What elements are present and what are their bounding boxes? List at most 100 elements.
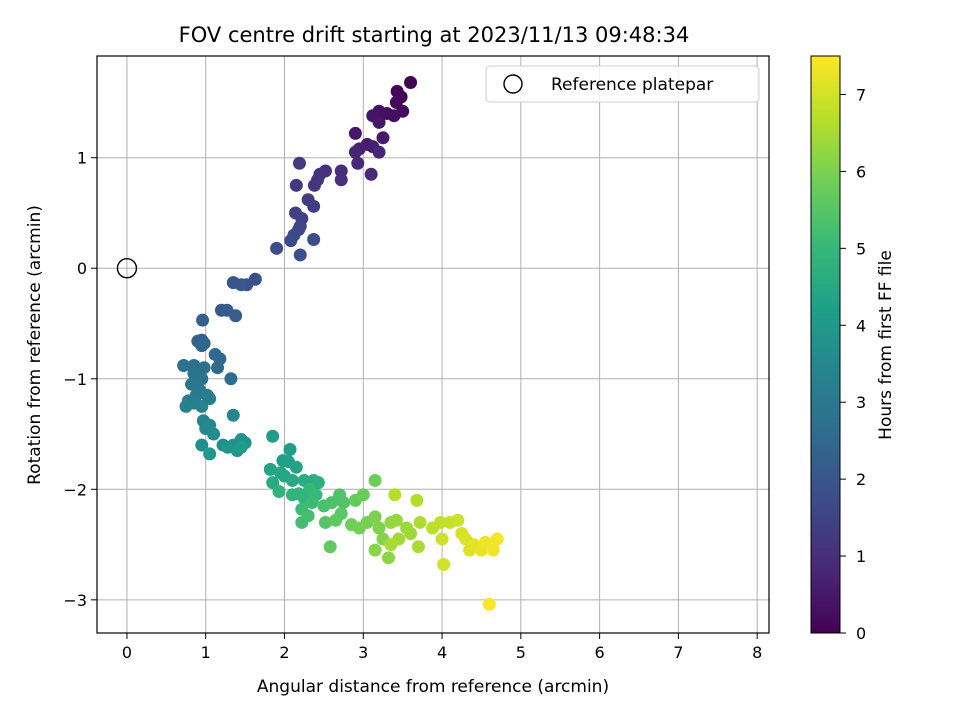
data-point <box>211 361 225 375</box>
data-point <box>284 234 298 248</box>
data-point <box>348 126 362 140</box>
data-point <box>433 515 447 529</box>
data-point <box>410 493 424 507</box>
colorbar: 0 1 2 3 4 5 6 7 Hours from first FF file <box>810 55 896 643</box>
y-tick-label: −1 <box>63 370 87 389</box>
x-tick-label: 7 <box>673 643 683 662</box>
colorbar-tick-label: 6 <box>856 162 866 181</box>
data-point <box>451 513 465 527</box>
data-point <box>195 339 209 353</box>
reference-point <box>116 258 138 279</box>
data-point <box>381 551 395 565</box>
x-tick-label: 8 <box>752 643 762 662</box>
colorbar-tick-label: 2 <box>856 470 866 489</box>
data-point <box>323 540 337 554</box>
x-tick-label: 4 <box>437 643 447 662</box>
colorbar-gradient <box>811 56 840 633</box>
data-point <box>329 513 343 527</box>
data-point <box>348 145 362 159</box>
x-tick-label: 5 <box>516 643 526 662</box>
legend-label: Reference platepar <box>551 75 713 95</box>
legend-marker-icon <box>503 74 523 94</box>
y-tick-label: −3 <box>63 591 87 610</box>
data-point <box>292 156 306 170</box>
y-tick-label: −2 <box>63 480 87 499</box>
data-point <box>372 521 386 535</box>
colorbar-frame <box>810 55 841 634</box>
colorbar-tick-label: 4 <box>856 316 866 335</box>
colorbar-tick-label: 7 <box>856 85 866 104</box>
data-point <box>234 440 248 454</box>
data-point <box>226 408 240 422</box>
chart-title: FOV centre drift starting at 2023/11/13 … <box>179 23 690 47</box>
data-point <box>224 372 238 386</box>
data-point <box>207 427 221 441</box>
data-point <box>196 313 210 327</box>
data-point <box>307 232 321 246</box>
data-point <box>263 462 277 476</box>
y-axis-ticks: −3 −2 −1 0 1 <box>63 149 97 610</box>
data-point <box>195 372 209 386</box>
colorbar-tick-label: 1 <box>856 547 866 566</box>
data-point <box>356 488 370 502</box>
y-axis-label: Rotation from reference (arcmin) <box>25 205 45 485</box>
data-point <box>270 241 284 255</box>
data-point <box>195 399 209 413</box>
y-tick-label: 1 <box>77 149 87 168</box>
data-point <box>435 532 449 546</box>
data-point <box>203 447 217 461</box>
data-point <box>486 543 500 557</box>
data-point <box>229 309 243 323</box>
data-point <box>337 496 351 510</box>
data-point <box>384 538 398 552</box>
data-point <box>305 496 319 510</box>
data-point <box>368 473 382 487</box>
data-point <box>411 540 425 554</box>
colorbar-tick-label: 0 <box>856 624 866 643</box>
data-point <box>272 485 286 499</box>
grid-lines <box>97 56 769 633</box>
colorbar-label: Hours from first FF file <box>876 250 896 440</box>
reference-marker <box>116 258 138 279</box>
data-point <box>372 115 386 129</box>
data-point <box>197 361 211 375</box>
x-tick-label: 2 <box>279 643 289 662</box>
data-point <box>285 473 299 487</box>
colorbar-ticks: 0 1 2 3 4 5 6 7 <box>840 85 866 643</box>
x-axis-label: Angular distance from reference (arcmin) <box>257 677 609 697</box>
data-point <box>195 438 209 452</box>
data-point <box>482 597 496 611</box>
data-point <box>283 443 297 457</box>
x-tick-label: 3 <box>358 643 368 662</box>
data-point <box>404 527 418 541</box>
x-tick-label: 0 <box>122 643 132 662</box>
colorbar-tick-label: 3 <box>856 393 866 412</box>
x-axis-ticks: 0 1 2 3 4 5 6 7 8 <box>122 633 762 662</box>
data-point <box>307 178 321 192</box>
data-point <box>389 513 403 527</box>
data-point <box>266 429 280 443</box>
data-point <box>289 178 303 192</box>
data-point <box>437 557 451 571</box>
data-point <box>388 488 402 502</box>
data-point <box>490 532 504 546</box>
x-tick-label: 6 <box>595 643 605 662</box>
data-point <box>413 515 427 529</box>
legend-box <box>485 65 760 103</box>
data-point <box>234 278 248 292</box>
data-point <box>301 509 315 523</box>
data-point <box>334 173 348 187</box>
data-points <box>177 76 504 611</box>
data-point <box>293 248 307 262</box>
data-point <box>364 167 378 181</box>
data-point <box>307 199 321 213</box>
data-point <box>404 76 418 90</box>
data-point <box>289 460 303 474</box>
colorbar-tick-label: 5 <box>856 239 866 258</box>
data-point <box>376 131 390 145</box>
legend: Reference platepar <box>485 65 760 103</box>
plot-frame <box>96 55 770 634</box>
y-tick-label: 0 <box>77 259 87 278</box>
data-point <box>351 156 365 170</box>
